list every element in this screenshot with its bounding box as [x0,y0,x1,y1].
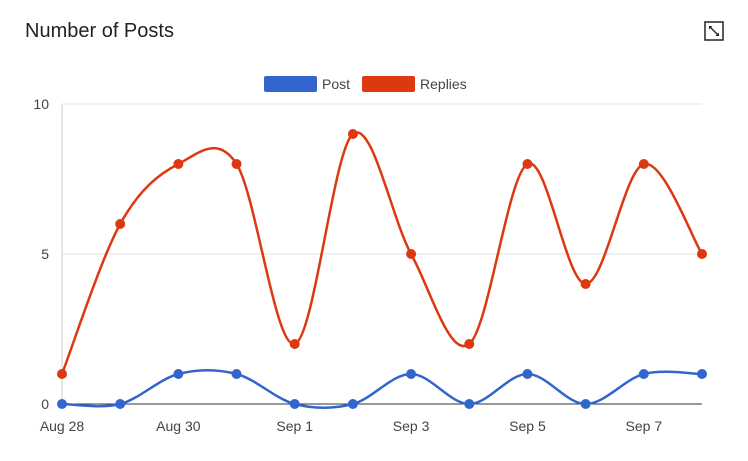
data-point-replies [464,339,475,349]
data-point-post [115,399,126,409]
data-point-replies [406,249,417,259]
data-point-post [231,369,242,379]
data-point-replies [289,339,300,349]
expand-button[interactable] [704,21,724,41]
data-point-replies [638,159,649,169]
data-point-replies [697,249,707,259]
y-tick-label: 5 [41,246,49,262]
data-point-post [289,399,300,409]
data-point-post [580,399,591,409]
legend-label-post: Post [322,76,350,92]
legend-label-replies: Replies [420,76,467,92]
data-point-replies [173,159,184,169]
expand-icon [704,21,724,41]
chart-title: Number of Posts [25,20,174,42]
data-point-post [464,399,475,409]
x-tick-label: Sep 1 [276,418,313,434]
data-point-replies [115,219,126,229]
x-tick-label: Aug 28 [40,418,85,434]
data-point-post [173,369,184,379]
series-line-post [61,369,703,409]
x-tick-label: Sep 7 [626,418,663,434]
legend-swatch-post [264,76,317,92]
legend-swatch-replies [362,76,416,92]
data-point-replies [57,369,67,379]
data-point-replies [522,159,533,169]
data-point-post [522,369,533,379]
y-tick-label: 10 [33,96,49,112]
data-point-post [406,369,417,379]
data-point-post [57,399,67,409]
data-point-post [638,369,649,379]
x-tick-label: Aug 30 [156,418,201,434]
data-point-replies [231,159,242,169]
data-point-post [347,399,358,409]
series-line-replies [60,131,704,375]
y-tick-label: 0 [41,396,49,412]
data-point-replies [580,279,591,289]
x-tick-label: Sep 3 [393,418,430,434]
x-tick-label: Sep 5 [509,418,546,434]
data-point-post [697,369,707,379]
data-point-replies [347,129,358,139]
